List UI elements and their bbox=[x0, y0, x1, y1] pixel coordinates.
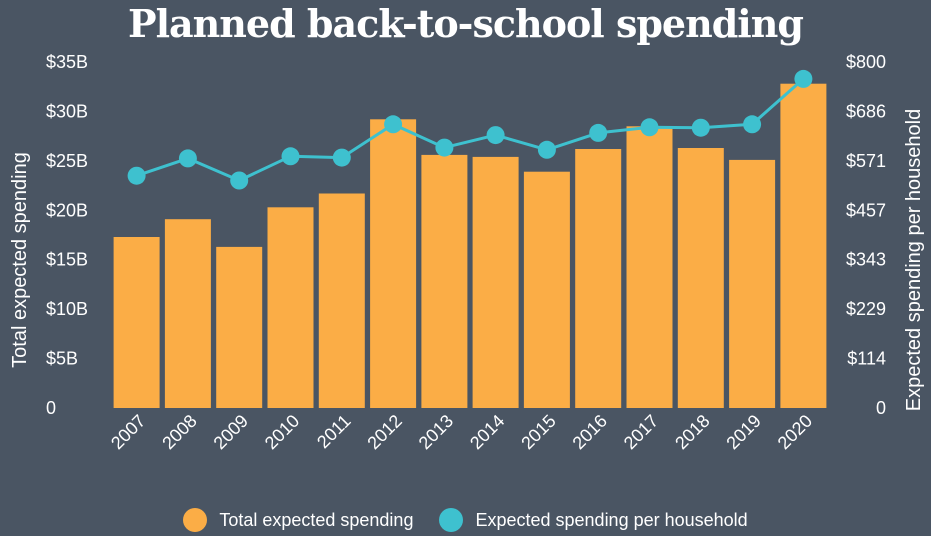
household-point-2015 bbox=[537, 140, 556, 159]
bar-2020 bbox=[780, 83, 827, 408]
bar-2014 bbox=[472, 156, 519, 408]
x-tick-label: 2008 bbox=[158, 411, 200, 453]
y-left-tick-label: $30B bbox=[46, 101, 88, 121]
legend-item-total: Total expected spending bbox=[183, 508, 413, 532]
legend-swatch-total bbox=[183, 508, 208, 532]
y-axis-right-ticks: 0 $114 $229 $343 $457 $571 $686 $800 bbox=[846, 52, 886, 418]
x-tick-label: 2014 bbox=[466, 411, 508, 453]
household-point-2020 bbox=[794, 69, 813, 88]
bar-2019 bbox=[729, 159, 776, 408]
household-point-2016 bbox=[589, 123, 608, 142]
bar-2008 bbox=[164, 219, 211, 408]
legend-item-household: Expected spending per household bbox=[439, 508, 748, 532]
y-left-tick-label: $20B bbox=[46, 200, 88, 220]
household-point-2012 bbox=[384, 115, 403, 134]
household-point-2010 bbox=[281, 147, 300, 166]
bar-2009 bbox=[216, 246, 263, 408]
bar-2012 bbox=[370, 119, 417, 409]
y-axis-left-title: Total expected spending bbox=[9, 152, 31, 368]
chart-title: Planned back-to-school spending bbox=[128, 1, 804, 46]
y-right-tick-label: $114 bbox=[847, 349, 886, 369]
y-right-tick-label: $343 bbox=[846, 250, 886, 270]
bar-2013 bbox=[421, 154, 468, 408]
bar-2010 bbox=[267, 207, 314, 408]
line-series bbox=[127, 69, 813, 190]
y-left-tick-label: $35B bbox=[46, 52, 88, 72]
y-right-tick-label: $686 bbox=[846, 101, 886, 121]
household-point-2018 bbox=[691, 118, 710, 137]
legend-swatch-household bbox=[439, 508, 464, 532]
x-tick-label: 2010 bbox=[261, 411, 303, 453]
x-tick-label: 2017 bbox=[620, 411, 662, 453]
x-tick-label: 2016 bbox=[569, 411, 611, 453]
bar-2015 bbox=[523, 171, 570, 408]
x-axis-ticks: 2007 2008 2009 2010 2011 2012 2013 2014 2015 2016… bbox=[107, 411, 816, 453]
bar-2016 bbox=[575, 149, 622, 408]
household-point-2019 bbox=[743, 115, 762, 134]
household-point-2017 bbox=[640, 118, 659, 137]
y-left-tick-label: $10B bbox=[46, 299, 88, 319]
bar-series bbox=[113, 83, 827, 409]
legend-label-total: Total expected spending bbox=[219, 509, 414, 530]
legend: Total expected spending Expected spendin… bbox=[0, 506, 931, 534]
legend-label-household: Expected spending per household bbox=[475, 509, 748, 530]
x-tick-label: 2020 bbox=[774, 411, 816, 453]
y-left-tick-label: $5B bbox=[46, 349, 78, 369]
household-point-2009 bbox=[230, 171, 249, 190]
y-right-tick-label: $571 bbox=[846, 151, 886, 171]
x-tick-label: 2009 bbox=[210, 411, 252, 453]
x-tick-label: 2013 bbox=[415, 411, 457, 453]
x-tick-label: 2012 bbox=[363, 411, 405, 453]
y-axis-left-ticks: 0 $5B $10B $15B $20B $25B $30B $35B bbox=[46, 52, 88, 418]
household-point-2013 bbox=[435, 138, 454, 157]
y-right-tick-label: 0 bbox=[876, 398, 886, 418]
x-tick-label: 2019 bbox=[722, 411, 764, 453]
y-left-tick-label: $15B bbox=[46, 250, 88, 270]
chart-plot-area: Total expected spending Expected spendin… bbox=[9, 52, 925, 453]
x-tick-label: 2011 bbox=[313, 411, 355, 453]
household-point-2014 bbox=[486, 126, 505, 145]
bar-2011 bbox=[318, 193, 365, 408]
x-tick-label: 2015 bbox=[517, 411, 559, 453]
bar-2007 bbox=[113, 237, 160, 408]
bar-2018 bbox=[677, 148, 724, 408]
y-axis-right-title: Expected spending per household bbox=[903, 109, 925, 411]
y-right-tick-label: $229 bbox=[846, 299, 886, 319]
y-left-tick-label: $25B bbox=[46, 151, 88, 171]
y-right-tick-label: $457 bbox=[846, 200, 886, 220]
y-right-tick-label: $800 bbox=[846, 52, 886, 72]
bar-2017 bbox=[626, 126, 673, 409]
x-tick-label: 2007 bbox=[107, 411, 149, 453]
household-point-2011 bbox=[332, 148, 351, 167]
x-tick-label: 2018 bbox=[671, 411, 713, 453]
household-point-2008 bbox=[178, 149, 197, 168]
household-point-2007 bbox=[127, 166, 146, 185]
y-left-tick-label: 0 bbox=[46, 398, 56, 418]
